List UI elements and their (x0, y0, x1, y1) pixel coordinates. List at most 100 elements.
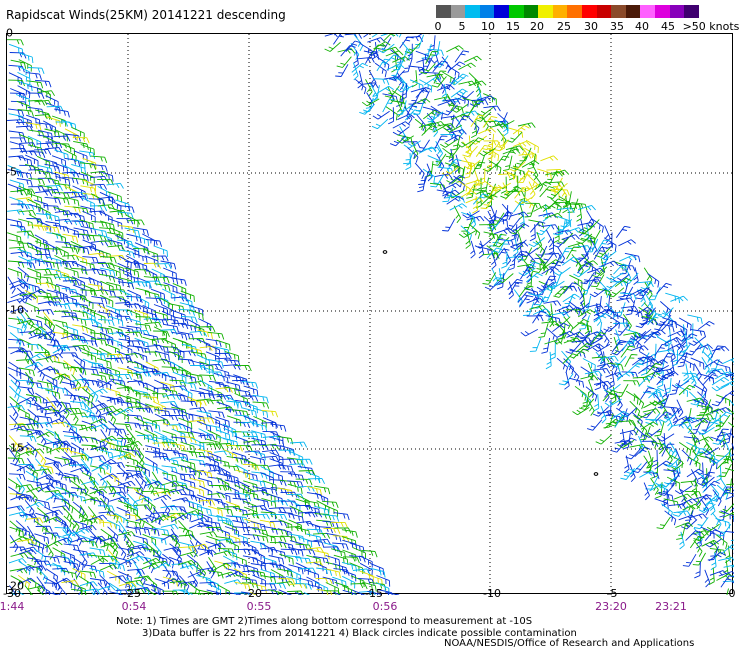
wind-barb (163, 457, 179, 467)
wind-barb (87, 385, 99, 402)
note-line-2: 3)Data buffer is 22 hrs from 20141221 4)… (142, 628, 577, 639)
wind-barb (126, 309, 141, 321)
wind-barb (563, 358, 575, 375)
wind-barb (144, 351, 162, 358)
wind-barb (51, 155, 67, 167)
wind-barb (285, 526, 304, 533)
wind-barb (25, 302, 39, 315)
wind-barb (133, 351, 148, 363)
wind-barb (422, 168, 436, 183)
wind-barb (154, 283, 171, 292)
wind-barb (180, 323, 197, 333)
wind-barb (440, 139, 458, 148)
wind-barb (27, 267, 42, 280)
wind-barb (170, 436, 188, 445)
wind-barb (341, 561, 358, 572)
wind-barb (588, 379, 594, 398)
wind-barb (476, 106, 494, 117)
wind-barb (10, 190, 28, 197)
wind-barb (668, 503, 687, 510)
wind-barb (415, 86, 432, 98)
wind-barb (683, 436, 701, 445)
wind-barb (52, 567, 70, 574)
wind-barb (718, 463, 732, 477)
scale-swatch (684, 5, 700, 18)
wind-barb (61, 246, 79, 255)
wind-barb (481, 194, 498, 205)
scale-swatch (509, 5, 524, 18)
wind-barb (270, 569, 284, 583)
wind-barb (232, 507, 248, 517)
wind-barb (171, 331, 188, 341)
wind-barb (465, 179, 484, 186)
wind-barb (43, 555, 60, 564)
wind-barb (342, 589, 357, 595)
wind-barb (453, 205, 461, 224)
wind-barb (90, 402, 109, 410)
wind-barb (487, 186, 502, 200)
wind-barb (495, 248, 510, 261)
wind-barb (24, 585, 34, 595)
wind-barb (475, 144, 491, 157)
wind-barb (466, 215, 485, 222)
wind-barb (199, 345, 218, 352)
wind-barb (534, 181, 552, 190)
wind-barb (250, 478, 266, 488)
wind-barb (407, 147, 419, 163)
wind-barb (16, 178, 33, 187)
wind-barb (88, 455, 107, 461)
wind-barb (534, 245, 548, 260)
wind-barb (286, 555, 303, 563)
wind-barb (727, 407, 734, 420)
wind-barb (259, 519, 276, 529)
wind-barb (593, 313, 611, 323)
wind-barb (614, 277, 632, 288)
wind-barb (688, 336, 706, 346)
wind-barb (728, 371, 734, 375)
wind-barb (524, 203, 536, 218)
wind-barb (17, 155, 33, 167)
wind-barb (207, 476, 224, 485)
wind-barb (697, 462, 704, 480)
scale-swatch (479, 5, 495, 18)
wind-barb (62, 280, 80, 287)
wind-barb (133, 227, 149, 236)
wind-barb (361, 98, 380, 107)
wind-barb (692, 552, 706, 566)
wind-barb (135, 287, 151, 298)
wind-barb (252, 574, 267, 587)
wind-barb (569, 377, 585, 388)
wind-barb (383, 34, 396, 42)
wind-barb (135, 472, 147, 489)
wind-barb (189, 330, 207, 337)
wind-barb (423, 110, 441, 120)
wind-barb (234, 581, 251, 591)
wind-barb (81, 339, 98, 347)
wind-barb (81, 563, 98, 573)
wind-barb (666, 413, 673, 431)
wind-barb (640, 421, 659, 430)
wind-barb (162, 553, 175, 569)
wind-barb (269, 452, 284, 464)
wind-barb (649, 483, 667, 492)
wind-barb (676, 524, 686, 540)
wind-barb (34, 560, 52, 567)
wind-barb (480, 114, 489, 132)
wind-barb (226, 400, 243, 409)
wind-barb (382, 99, 396, 113)
wind-barb (538, 285, 556, 296)
wind-barb (702, 374, 718, 386)
wind-barb (660, 320, 677, 332)
wind-barb (641, 440, 659, 447)
credit-line: NOAA/NESDIS/Office of Research and Appli… (444, 638, 695, 649)
wind-barb (28, 151, 46, 158)
wind-barb (437, 84, 455, 91)
wind-barb (115, 513, 128, 527)
wind-barb (217, 571, 236, 578)
wind-barb (552, 322, 570, 333)
wind-barb (142, 490, 160, 497)
wind-barb (8, 373, 21, 389)
wind-barb (108, 218, 123, 230)
wind-barb (196, 398, 214, 405)
wind-barb (606, 272, 624, 281)
